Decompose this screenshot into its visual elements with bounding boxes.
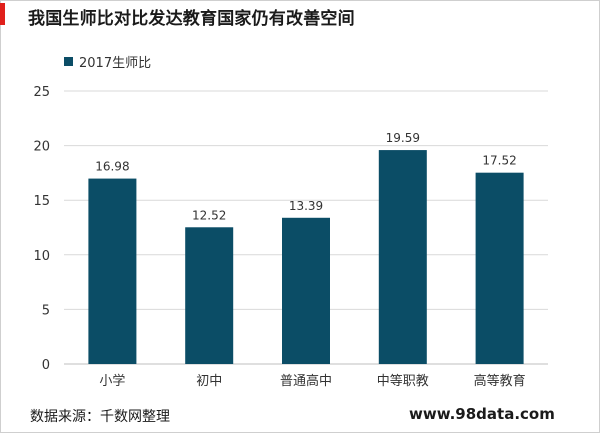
chart-legend: 2017生师比 <box>64 52 151 71</box>
data-label: 16.98 <box>95 160 129 174</box>
title-accent-bar <box>0 3 5 25</box>
data-labels: 16.98 12.52 13.39 19.59 17.52 <box>95 131 517 222</box>
data-label: 17.52 <box>482 154 516 168</box>
bar <box>185 227 234 364</box>
x-tick-label: 高等教育 <box>474 373 526 389</box>
x-tick-label: 中等职教 <box>377 373 429 389</box>
y-axis-ticks: 0 5 10 15 20 25 <box>33 85 50 373</box>
website-watermark: www.98data.com <box>409 405 555 423</box>
bar-chart: 0 5 10 15 20 25 16.98 12.52 13.39 19.59 17.52 小学 初… <box>33 85 548 389</box>
data-source-note: 数据来源：千数网整理 <box>30 409 170 425</box>
data-label: 12.52 <box>192 208 226 222</box>
bar <box>475 172 524 364</box>
bar <box>378 150 427 364</box>
x-tick-label: 初中 <box>196 374 222 389</box>
x-tick-label: 小学 <box>99 373 125 389</box>
x-tick-label: 普通高中 <box>280 373 332 389</box>
legend-swatch <box>64 57 73 66</box>
bar <box>88 178 137 364</box>
y-tick-label: 10 <box>33 249 50 264</box>
data-label: 19.59 <box>386 131 420 145</box>
gridlines <box>64 90 548 365</box>
y-tick-label: 20 <box>33 140 50 155</box>
legend-label: 2017生师比 <box>79 56 152 71</box>
bars <box>88 150 524 364</box>
y-tick-label: 0 <box>42 358 50 373</box>
chart-title: 我国生师比对比发达教育国家仍有改善空间 <box>28 9 355 29</box>
bar <box>282 217 330 364</box>
y-tick-label: 25 <box>33 85 50 100</box>
y-tick-label: 5 <box>42 303 50 318</box>
data-label: 13.39 <box>289 199 323 213</box>
x-axis-ticks: 小学 初中 普通高中 中等职教 高等教育 <box>99 373 525 389</box>
y-tick-label: 15 <box>33 194 50 209</box>
